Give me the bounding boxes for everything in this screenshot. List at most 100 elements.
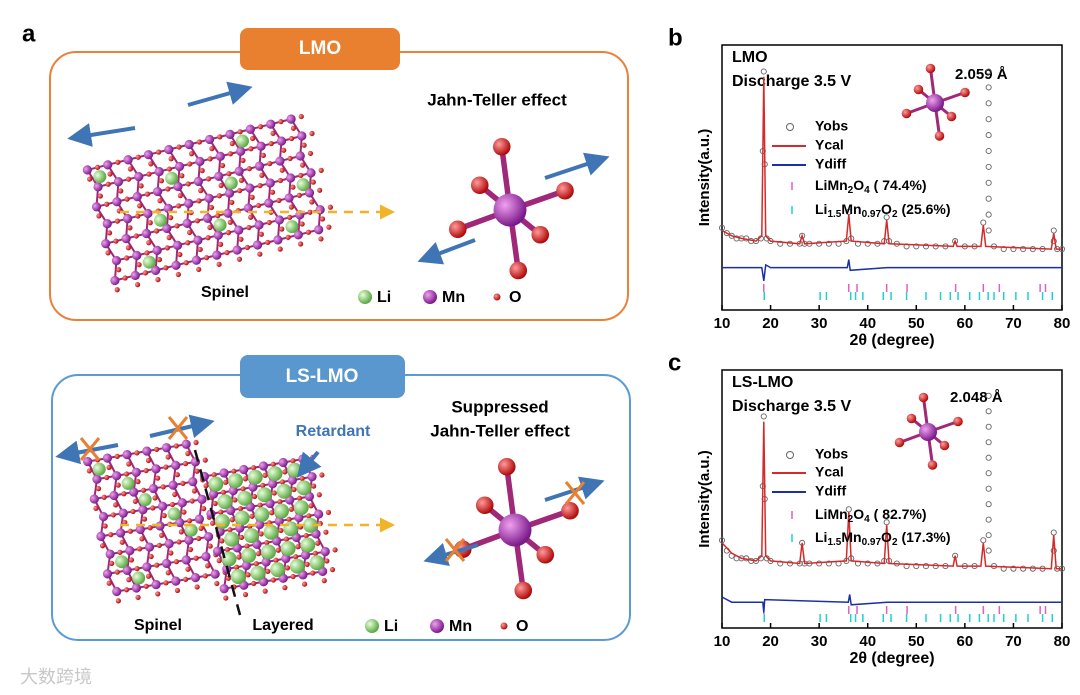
atom xyxy=(281,553,291,564)
atom xyxy=(135,594,141,600)
atom xyxy=(265,568,271,574)
atom xyxy=(301,142,307,148)
atom xyxy=(95,485,102,492)
atom xyxy=(187,161,193,167)
yobs-point xyxy=(825,560,832,567)
atom xyxy=(97,193,103,199)
atom xyxy=(271,490,277,496)
formula-part: O xyxy=(881,201,892,217)
atom xyxy=(227,527,233,533)
atom xyxy=(232,245,242,255)
atom xyxy=(290,184,296,190)
atom xyxy=(127,166,133,172)
yobs-point xyxy=(985,408,992,415)
atom xyxy=(258,531,264,537)
chart-title: LS-LMO xyxy=(732,374,793,391)
atom xyxy=(249,194,255,200)
atom xyxy=(960,87,970,98)
atom xyxy=(925,63,936,74)
atom xyxy=(281,147,287,153)
yobs-point xyxy=(985,516,992,523)
yobs-point xyxy=(1010,245,1017,253)
atom xyxy=(296,178,310,192)
atom xyxy=(130,508,136,515)
atom xyxy=(174,223,180,229)
phase-fraction: ( 74.4%) xyxy=(874,177,927,193)
atom xyxy=(260,544,276,560)
atom xyxy=(310,570,316,576)
atom xyxy=(258,461,269,471)
yobs-point xyxy=(1000,565,1007,572)
atom xyxy=(115,555,129,569)
yobs-point xyxy=(985,147,992,155)
atom xyxy=(913,84,924,95)
series-line xyxy=(721,421,1062,570)
atom xyxy=(230,569,246,585)
atom xyxy=(309,555,325,571)
atom xyxy=(148,161,154,167)
series-line xyxy=(721,594,1062,613)
legend-label: Ydiff xyxy=(815,156,846,172)
atom xyxy=(277,499,283,505)
atom xyxy=(278,527,284,534)
panel-label: b xyxy=(668,24,683,51)
atom xyxy=(273,235,283,245)
atom xyxy=(218,241,224,247)
legend-label: O xyxy=(509,289,521,306)
yobs-point xyxy=(985,163,992,170)
atom xyxy=(254,220,264,230)
atom xyxy=(187,546,194,553)
atom xyxy=(102,523,108,529)
bond-length: 2.059 Å xyxy=(955,66,1008,83)
atom xyxy=(244,244,250,251)
legend-label: Li xyxy=(384,618,398,635)
yobs-point xyxy=(816,240,823,247)
lattice xyxy=(199,454,338,601)
atom xyxy=(199,168,205,174)
atom xyxy=(175,271,181,278)
chart-title: LMO xyxy=(732,49,768,66)
atom xyxy=(96,531,106,542)
yobs-point xyxy=(864,560,871,567)
atom xyxy=(237,129,243,135)
atom xyxy=(121,233,131,244)
structure-label: Spinel xyxy=(201,284,249,301)
plot-frame xyxy=(721,44,1063,311)
atom xyxy=(158,501,168,511)
atom xyxy=(258,231,264,237)
atom xyxy=(148,483,159,494)
atom xyxy=(277,177,284,184)
atom xyxy=(114,453,120,459)
atom xyxy=(134,566,140,572)
x-tick-label: 50 xyxy=(908,315,925,332)
atom xyxy=(116,528,126,538)
atom xyxy=(240,486,246,492)
atom xyxy=(231,468,237,474)
atom xyxy=(173,559,180,565)
atom xyxy=(224,546,231,553)
x-tick-label: 70 xyxy=(1005,315,1022,332)
atom xyxy=(326,224,332,230)
legend-label: O xyxy=(516,618,528,635)
atom xyxy=(94,164,101,170)
atom xyxy=(285,220,299,234)
x-axis-label: 2θ (degree) xyxy=(849,332,934,349)
atom xyxy=(288,204,295,210)
panel-label: a xyxy=(22,20,36,47)
atom xyxy=(132,250,142,261)
atom xyxy=(245,124,255,134)
legend-label: LiMn2O4 ( 82.7%) xyxy=(815,506,927,525)
legend-label: Li1.5Mn0.97O2 (17.3%) xyxy=(815,529,951,548)
atom xyxy=(286,173,296,183)
atom-legend: Li Mn O xyxy=(358,289,521,306)
formula-part: 1.5 xyxy=(827,537,841,548)
atom xyxy=(214,580,220,587)
atom xyxy=(86,468,92,474)
atom xyxy=(106,230,113,236)
atom xyxy=(110,275,120,286)
atom xyxy=(161,558,172,569)
atom xyxy=(240,157,246,164)
x-tick-label: 80 xyxy=(1054,315,1071,332)
atom xyxy=(304,188,315,198)
yobs-point xyxy=(718,224,726,231)
